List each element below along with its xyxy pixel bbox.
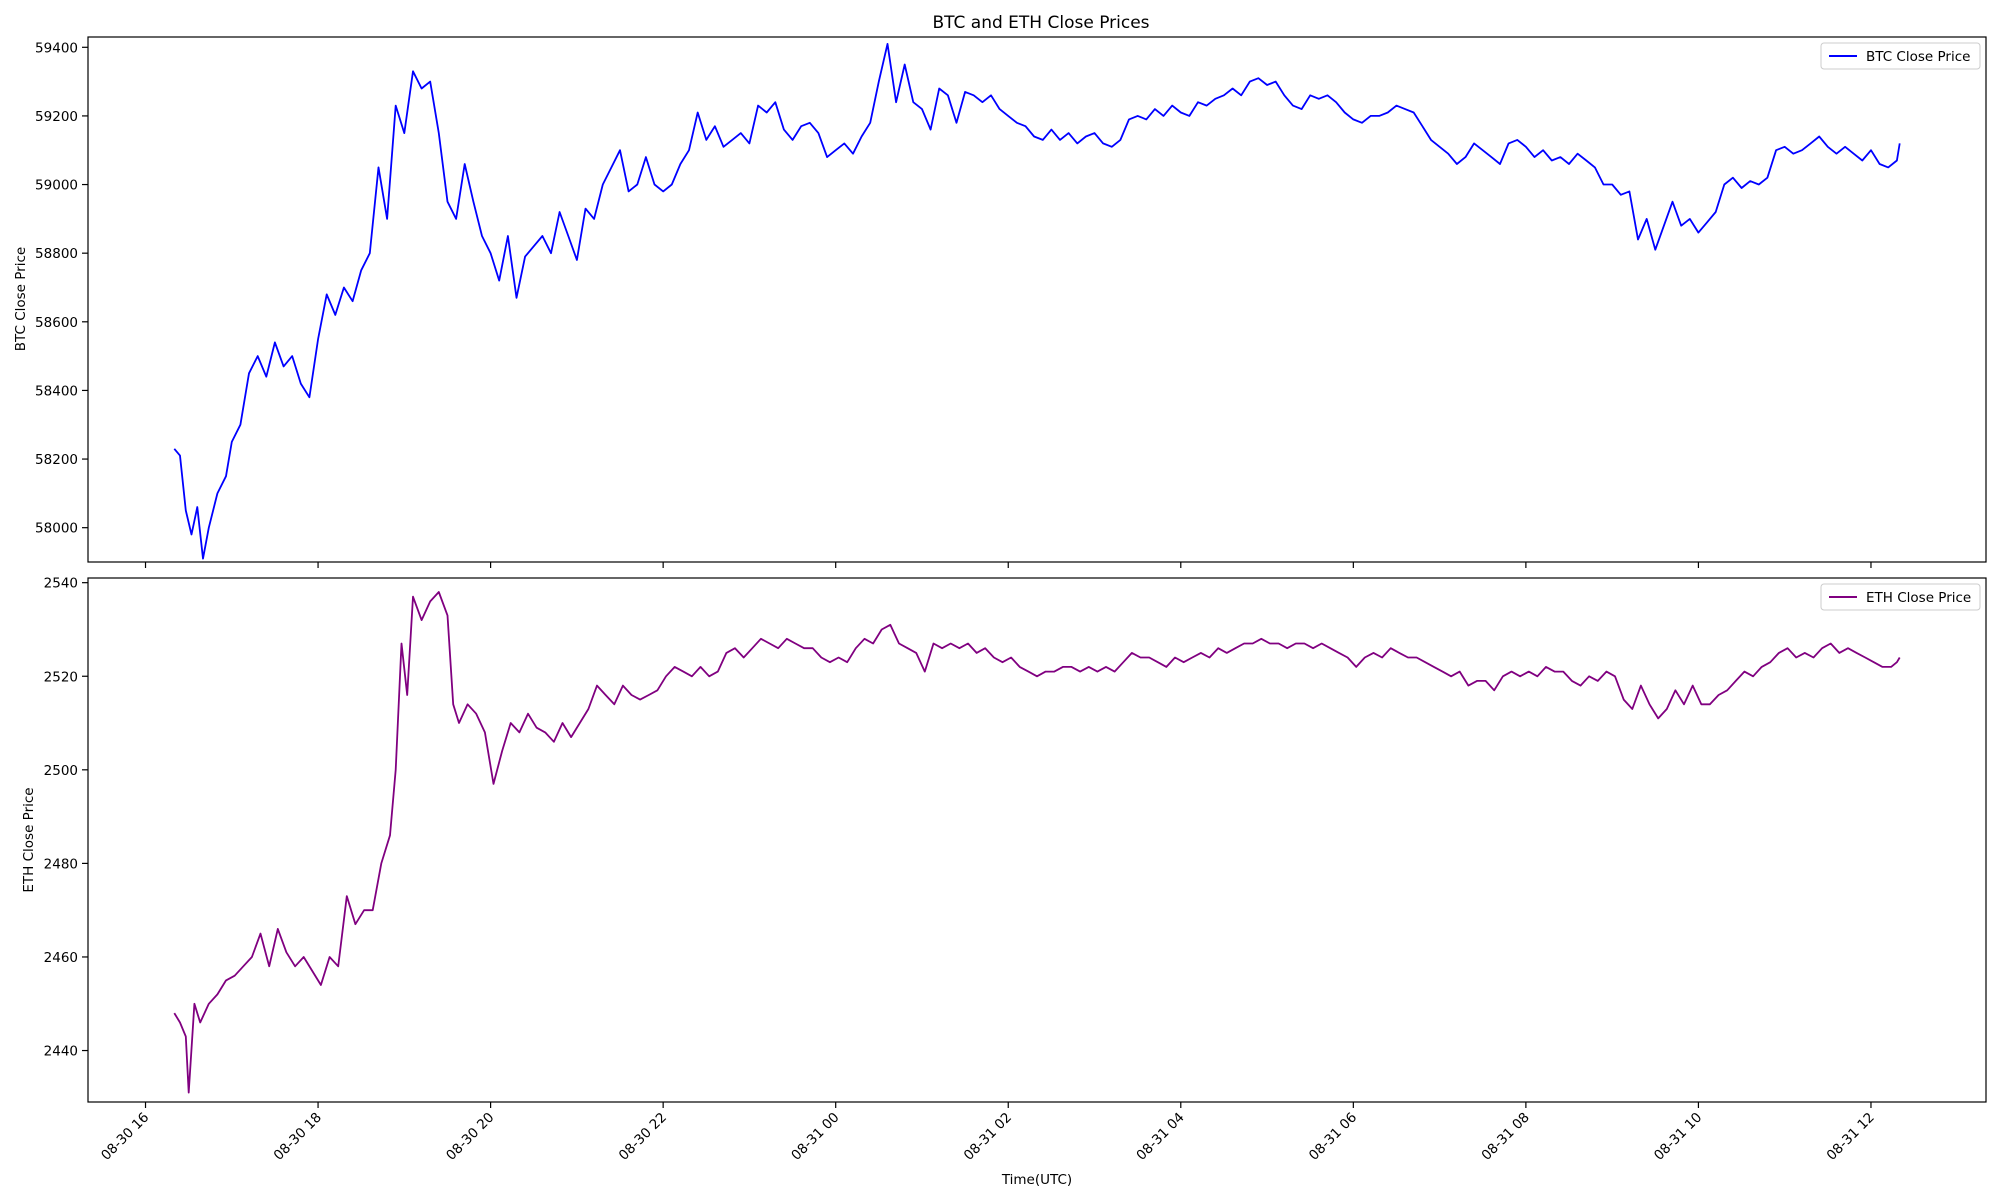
x-tick-label: 08-30 20 bbox=[443, 1110, 497, 1164]
eth-y-tick-label: 2500 bbox=[44, 763, 78, 779]
x-tick-label: 08-31 12 bbox=[1824, 1110, 1878, 1164]
btc-legend-label: BTC Close Price bbox=[1866, 49, 1970, 65]
btc-series-line bbox=[173, 43, 1901, 560]
x-tick-label: 08-31 02 bbox=[961, 1110, 1015, 1164]
eth-y-tick-label: 2440 bbox=[44, 1044, 78, 1060]
x-axis-label: Time(UTC) bbox=[1001, 1172, 1072, 1188]
x-tick-label: 08-31 06 bbox=[1306, 1110, 1360, 1164]
eth-legend-label: ETH Close Price bbox=[1866, 590, 1971, 606]
btc-y-tick-label: 58200 bbox=[35, 452, 78, 468]
btc-panel: BTC Close Price 58000 58200 58400 58600 5880… bbox=[13, 36, 1987, 568]
btc-y-tick-label: 59200 bbox=[35, 109, 78, 125]
btc-legend: BTC Close Price bbox=[1820, 42, 1981, 70]
eth-y-tick-label: 2460 bbox=[44, 950, 78, 966]
eth-y-tick-label: 2480 bbox=[44, 856, 78, 872]
btc-y-axis-label: BTC Close Price bbox=[13, 247, 29, 351]
x-tick-label: 08-31 08 bbox=[1478, 1110, 1532, 1164]
eth-y-tick-label: 2520 bbox=[44, 669, 78, 685]
x-tick-label: 08-30 16 bbox=[98, 1110, 152, 1164]
x-tick-label: 08-30 18 bbox=[271, 1110, 325, 1164]
btc-legend-box bbox=[1820, 42, 1981, 70]
x-tick-label: 08-31 04 bbox=[1133, 1110, 1187, 1164]
eth-y-axis-label: ETH Close Price bbox=[21, 787, 37, 892]
btc-y-tick-label: 58000 bbox=[35, 521, 78, 537]
x-tick-label: 08-31 10 bbox=[1651, 1110, 1705, 1164]
btc-plot-frame bbox=[87, 36, 1987, 563]
btc-y-tick-label: 58400 bbox=[35, 383, 78, 399]
x-tick-label: 08-31 00 bbox=[788, 1110, 842, 1164]
x-axis-ticks: 08-30 16 08-30 18 08-30 20 08-30 22 08-31 00… bbox=[98, 1110, 1878, 1164]
eth-legend: ETH Close Price bbox=[1820, 583, 1981, 611]
eth-series-group bbox=[173, 591, 1901, 1094]
eth-panel: ETH Close Price 2440 2460 2480 2500 2520 2540… bbox=[21, 576, 1987, 1108]
eth-y-tick-label: 2540 bbox=[44, 576, 78, 592]
eth-series-line bbox=[173, 591, 1901, 1094]
btc-series-group bbox=[173, 43, 1901, 560]
btc-y-tick-label: 59000 bbox=[35, 178, 78, 194]
btc-y-tick-label: 58600 bbox=[35, 315, 78, 331]
btc-y-ticks: 58000 58200 58400 58600 58800 59000 59200 59400 bbox=[35, 40, 1872, 568]
x-tick-label: 08-30 22 bbox=[616, 1110, 670, 1164]
chart-title: BTC and ETH Close Prices bbox=[932, 13, 1149, 33]
eth-legend-box bbox=[1820, 583, 1981, 611]
btc-y-tick-label: 59400 bbox=[35, 40, 78, 56]
eth-plot-frame bbox=[87, 577, 1987, 1103]
btc-y-tick-label: 58800 bbox=[35, 246, 78, 262]
eth-y-ticks: 2440 2460 2480 2500 2520 2540 bbox=[44, 576, 1872, 1108]
